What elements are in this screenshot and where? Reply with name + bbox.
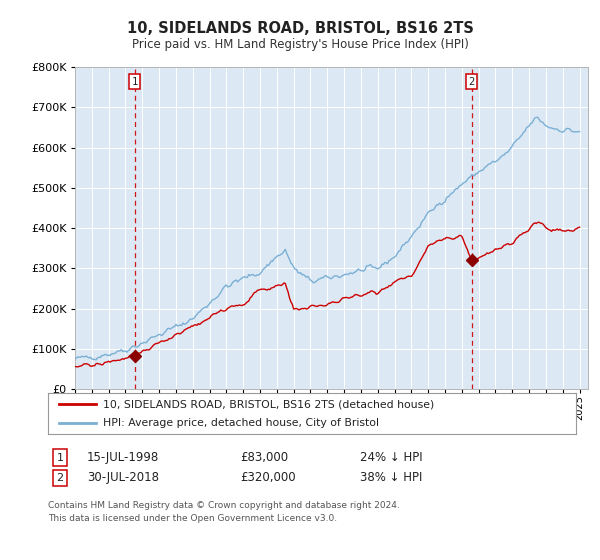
Text: Price paid vs. HM Land Registry's House Price Index (HPI): Price paid vs. HM Land Registry's House … <box>131 38 469 51</box>
Text: 1: 1 <box>131 77 137 87</box>
Text: 24% ↓ HPI: 24% ↓ HPI <box>360 451 422 464</box>
Text: 2: 2 <box>56 473 64 483</box>
Text: 10, SIDELANDS ROAD, BRISTOL, BS16 2TS: 10, SIDELANDS ROAD, BRISTOL, BS16 2TS <box>127 21 473 36</box>
Text: HPI: Average price, detached house, City of Bristol: HPI: Average price, detached house, City… <box>103 418 379 428</box>
Text: 10, SIDELANDS ROAD, BRISTOL, BS16 2TS (detached house): 10, SIDELANDS ROAD, BRISTOL, BS16 2TS (d… <box>103 399 434 409</box>
Text: £320,000: £320,000 <box>240 471 296 484</box>
Text: Contains HM Land Registry data © Crown copyright and database right 2024.
This d: Contains HM Land Registry data © Crown c… <box>48 501 400 522</box>
Text: 30-JUL-2018: 30-JUL-2018 <box>87 471 159 484</box>
Text: £83,000: £83,000 <box>240 451 288 464</box>
Text: 38% ↓ HPI: 38% ↓ HPI <box>360 471 422 484</box>
Text: 1: 1 <box>56 452 64 463</box>
Text: 2: 2 <box>469 77 475 87</box>
Text: 15-JUL-1998: 15-JUL-1998 <box>87 451 159 464</box>
